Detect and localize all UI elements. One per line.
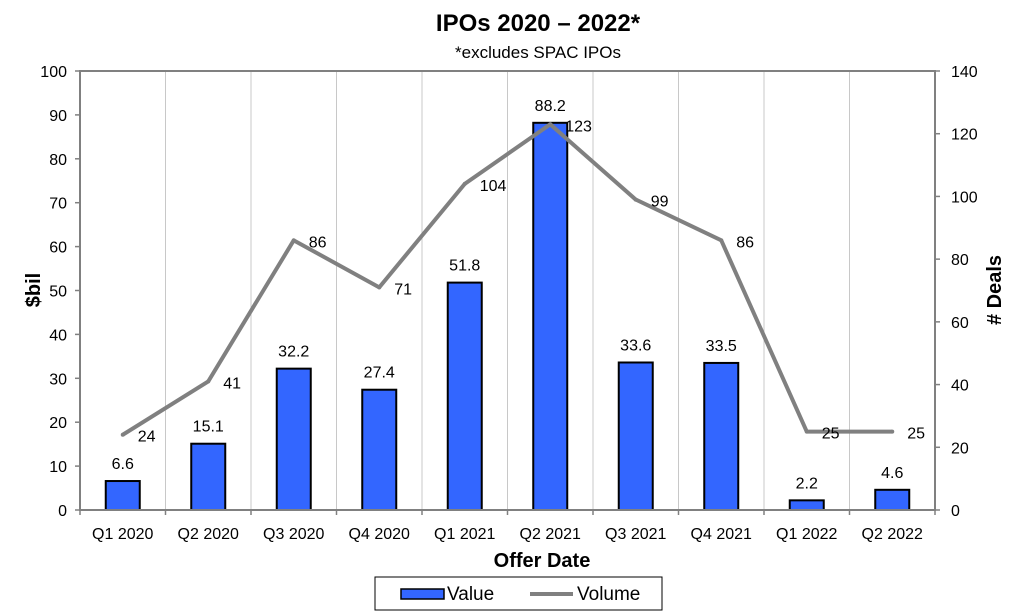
value-bar — [617, 361, 654, 511]
y-axis-title: $bil — [23, 273, 45, 307]
value-bar — [874, 488, 911, 511]
value-data-label: 2.2 — [796, 475, 818, 492]
value-bar — [788, 499, 825, 512]
volume-point — [804, 429, 809, 434]
value-data-label: 4.6 — [881, 465, 903, 482]
volume-data-label: 123 — [565, 118, 592, 135]
legend-volume-label: Volume — [577, 584, 640, 605]
volume-data-label: 86 — [736, 234, 754, 251]
x-tick-label: Q4 2021 — [691, 526, 752, 543]
volume-data-label: 25 — [822, 426, 840, 443]
data-labels: 6.6 15.1 32.2 27.4 51.8 88.2 33.6 33.5 2.2 4.6 24 4… — [112, 98, 926, 493]
volume-line-layer — [120, 122, 895, 437]
value-data-label: 32.2 — [278, 344, 309, 361]
x-tick-label: Q1 2020 — [92, 526, 153, 543]
value-data-label: 33.6 — [620, 337, 651, 354]
x-tick-label: Q3 2021 — [605, 526, 666, 543]
legend: Value Volume — [374, 576, 663, 611]
value-bars — [104, 121, 911, 512]
volume-data-label: 25 — [907, 426, 925, 443]
volume-point — [548, 122, 553, 127]
y2-tick-label: 20 — [951, 440, 969, 457]
value-bar — [361, 388, 398, 511]
volume-point — [890, 429, 895, 434]
volume-data-label: 41 — [223, 375, 241, 392]
y2-tick-label: 140 — [951, 64, 978, 81]
value-data-label: 33.5 — [706, 338, 737, 355]
x-tick-label: Q4 2020 — [349, 526, 410, 543]
volume-point — [291, 238, 296, 243]
value-bar — [104, 480, 141, 511]
value-data-label: 6.6 — [112, 456, 134, 473]
y-tick-label: 40 — [49, 327, 67, 344]
value-data-label: 51.8 — [449, 258, 480, 275]
y-tick-label: 50 — [49, 284, 67, 301]
y-tick-label: 100 — [40, 64, 67, 81]
legend-value-swatch — [400, 588, 445, 600]
y2-axis-title: # Deals — [984, 255, 1006, 325]
x-axis: Q1 2020 Q2 2020 Q3 2020 Q4 2020 Q1 2021 Q2 20… — [79, 510, 936, 543]
volume-data-label: 71 — [394, 281, 412, 298]
value-bar — [446, 281, 483, 511]
value-data-label: 15.1 — [193, 419, 224, 436]
x-tick-label: Q1 2021 — [434, 526, 495, 543]
y2-tick-label: 40 — [951, 378, 969, 395]
vertical-gridlines — [165, 71, 850, 510]
volume-data-label: 99 — [651, 194, 669, 211]
chart-subtitle: *excludes SPAC IPOs — [455, 43, 621, 62]
x-tick-label: Q2 2022 — [862, 526, 923, 543]
volume-line — [121, 122, 893, 437]
volume-data-label: 104 — [480, 178, 507, 195]
x-axis-title: Offer Date — [494, 550, 591, 572]
left-axis: 0 10 20 30 40 50 60 70 80 90 100 — [40, 64, 80, 520]
value-bar — [703, 361, 740, 511]
y-tick-label: 80 — [49, 152, 67, 169]
volume-point — [377, 285, 382, 290]
x-tick-label: Q3 2020 — [263, 526, 324, 543]
y-tick-label: 10 — [49, 459, 67, 476]
volume-point — [120, 432, 125, 437]
y-tick-label: 30 — [49, 371, 67, 388]
x-tick-label: Q2 2020 — [178, 526, 239, 543]
value-bar — [532, 121, 569, 511]
value-data-label: 88.2 — [535, 98, 566, 115]
volume-data-label: 86 — [309, 234, 327, 251]
volume-point — [633, 197, 638, 202]
volume-point — [462, 181, 467, 186]
y2-tick-label: 100 — [951, 189, 978, 206]
legend-value-label: Value — [447, 584, 494, 605]
y2-tick-label: 60 — [951, 315, 969, 332]
y2-tick-label: 0 — [951, 503, 960, 520]
x-tick-label: Q2 2021 — [520, 526, 581, 543]
value-bar — [190, 442, 227, 511]
y-tick-label: 70 — [49, 196, 67, 213]
right-axis: 0 20 40 60 80 100 120 140 — [935, 64, 978, 520]
y-tick-label: 0 — [58, 503, 67, 520]
y-tick-label: 90 — [49, 108, 67, 125]
y-tick-label: 20 — [49, 415, 67, 432]
y2-tick-label: 120 — [951, 127, 978, 144]
value-bar — [275, 367, 312, 511]
chart-title: IPOs 2020 – 2022* — [436, 10, 641, 37]
volume-point — [206, 379, 211, 384]
volume-point — [719, 238, 724, 243]
y-tick-label: 60 — [49, 240, 67, 257]
volume-data-label: 24 — [138, 429, 156, 446]
value-data-label: 27.4 — [364, 365, 395, 382]
x-tick-label: Q1 2022 — [776, 526, 837, 543]
y2-tick-label: 80 — [951, 252, 969, 269]
